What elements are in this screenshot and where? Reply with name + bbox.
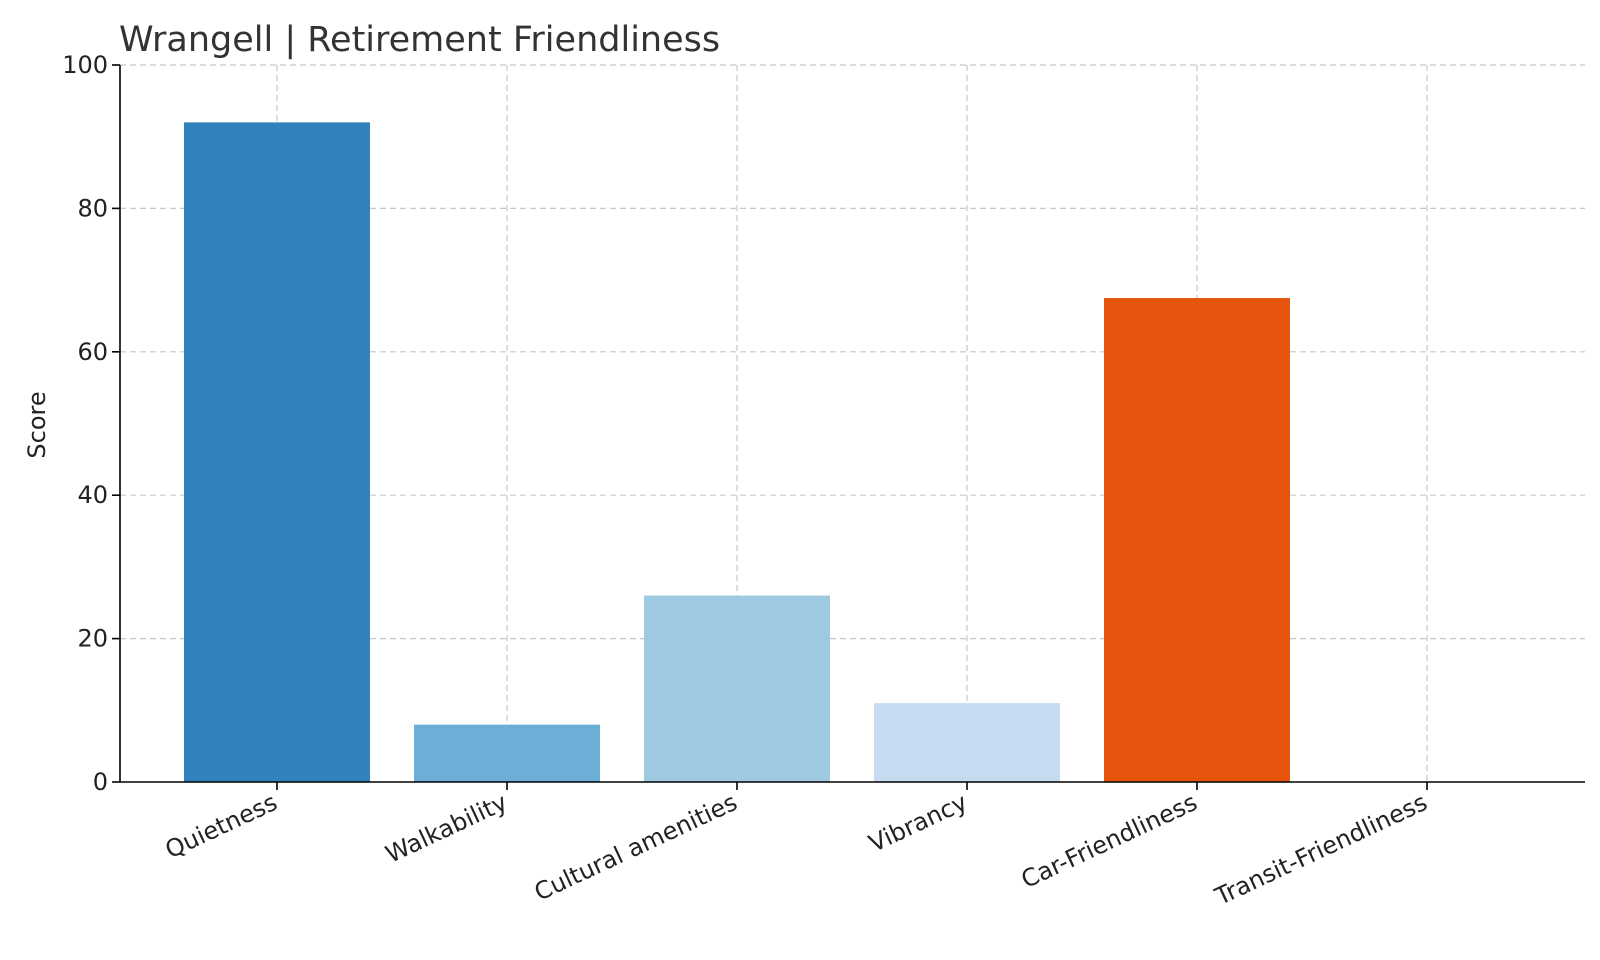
chart-title: Wrangell | Retirement Friendliness [119,20,720,60]
bar-cultural-amenities [644,595,830,782]
y-tick-label: 40 [77,481,108,509]
x-tick-label: Quietness [161,788,282,864]
x-tick-label: Cultural amenities [530,788,741,906]
y-tick-label: 0 [93,768,108,796]
y-tick-label: 60 [77,338,108,366]
y-tick-label: 20 [77,625,108,653]
bar-vibrancy [874,703,1060,782]
axes [112,64,1585,790]
x-tick-label: Vibrancy [865,788,972,858]
y-tick-label: 100 [62,51,108,79]
bar-walkability [414,724,600,782]
x-tick-label: Car-Friendliness [1017,788,1202,894]
bar-car-friendliness [1104,298,1290,782]
y-axis-label: Score [23,391,51,458]
x-tick-label: Transit-Friendliness [1210,788,1431,911]
x-tick-label: Walkability [381,788,511,869]
bar-quietness [184,122,370,783]
y-tick-label: 80 [77,194,108,222]
bars [184,122,1290,783]
